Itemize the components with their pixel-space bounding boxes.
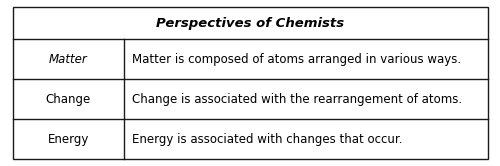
Text: Matter: Matter: [49, 53, 88, 66]
Text: Energy: Energy: [48, 133, 89, 146]
Text: Matter is composed of atoms arranged in various ways.: Matter is composed of atoms arranged in …: [132, 53, 461, 66]
Text: Energy is associated with changes that occur.: Energy is associated with changes that o…: [132, 133, 402, 146]
Text: Perspectives of Chemists: Perspectives of Chemists: [156, 17, 344, 30]
Text: Change is associated with the rearrangement of atoms.: Change is associated with the rearrangem…: [132, 93, 462, 106]
Text: Change: Change: [46, 93, 91, 106]
